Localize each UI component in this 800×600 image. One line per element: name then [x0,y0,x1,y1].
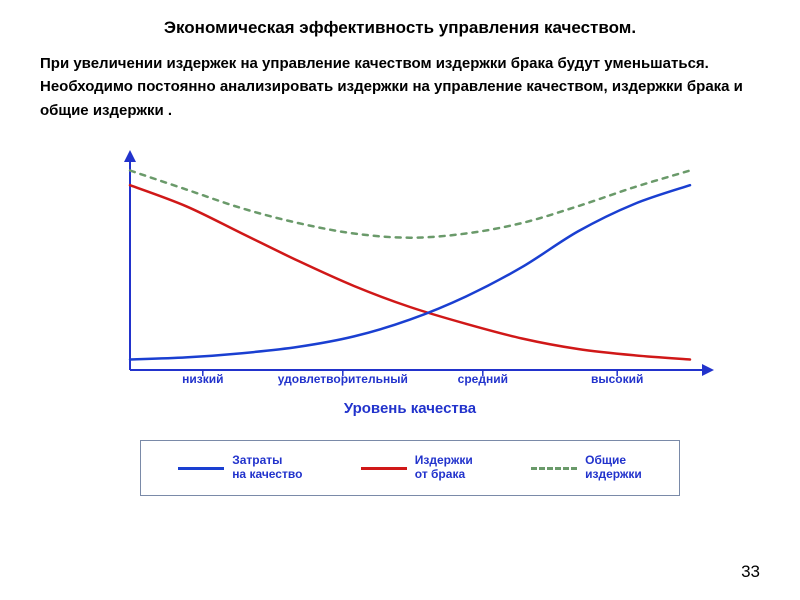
series-total-cost [130,171,690,238]
x-tick-label: удовлетворительный [278,372,408,386]
legend-item: Издержки от брака [361,454,473,482]
slide-title: Экономическая эффективность управления к… [0,18,800,38]
page-number: 33 [741,562,760,582]
series-defect-cost [130,185,690,359]
x-axis-title: Уровень качества [100,400,720,417]
legend-swatch [361,467,407,470]
x-tick-label: средний [458,372,508,386]
legend-label: Затраты на качество [232,454,302,482]
slide-body-text: При увеличении издержек на управление ка… [40,52,760,122]
legend-item: Затраты на качество [178,454,302,482]
series-quality-cost [130,185,690,359]
slide: Экономическая эффективность управления к… [0,0,800,600]
legend-label: Издержки от брака [415,454,473,482]
legend-swatch [531,467,577,470]
legend-item: Общие издержки [531,454,642,482]
legend: Затраты на качество Издержки от брака Общи… [140,440,680,496]
legend-swatch [178,467,224,470]
x-tick-label: высокий [591,372,643,386]
legend-label: Общие издержки [585,454,642,482]
x-axis-ticks: низкий удовлетворительный средний высокий [100,372,720,392]
x-tick-label: низкий [182,372,223,386]
